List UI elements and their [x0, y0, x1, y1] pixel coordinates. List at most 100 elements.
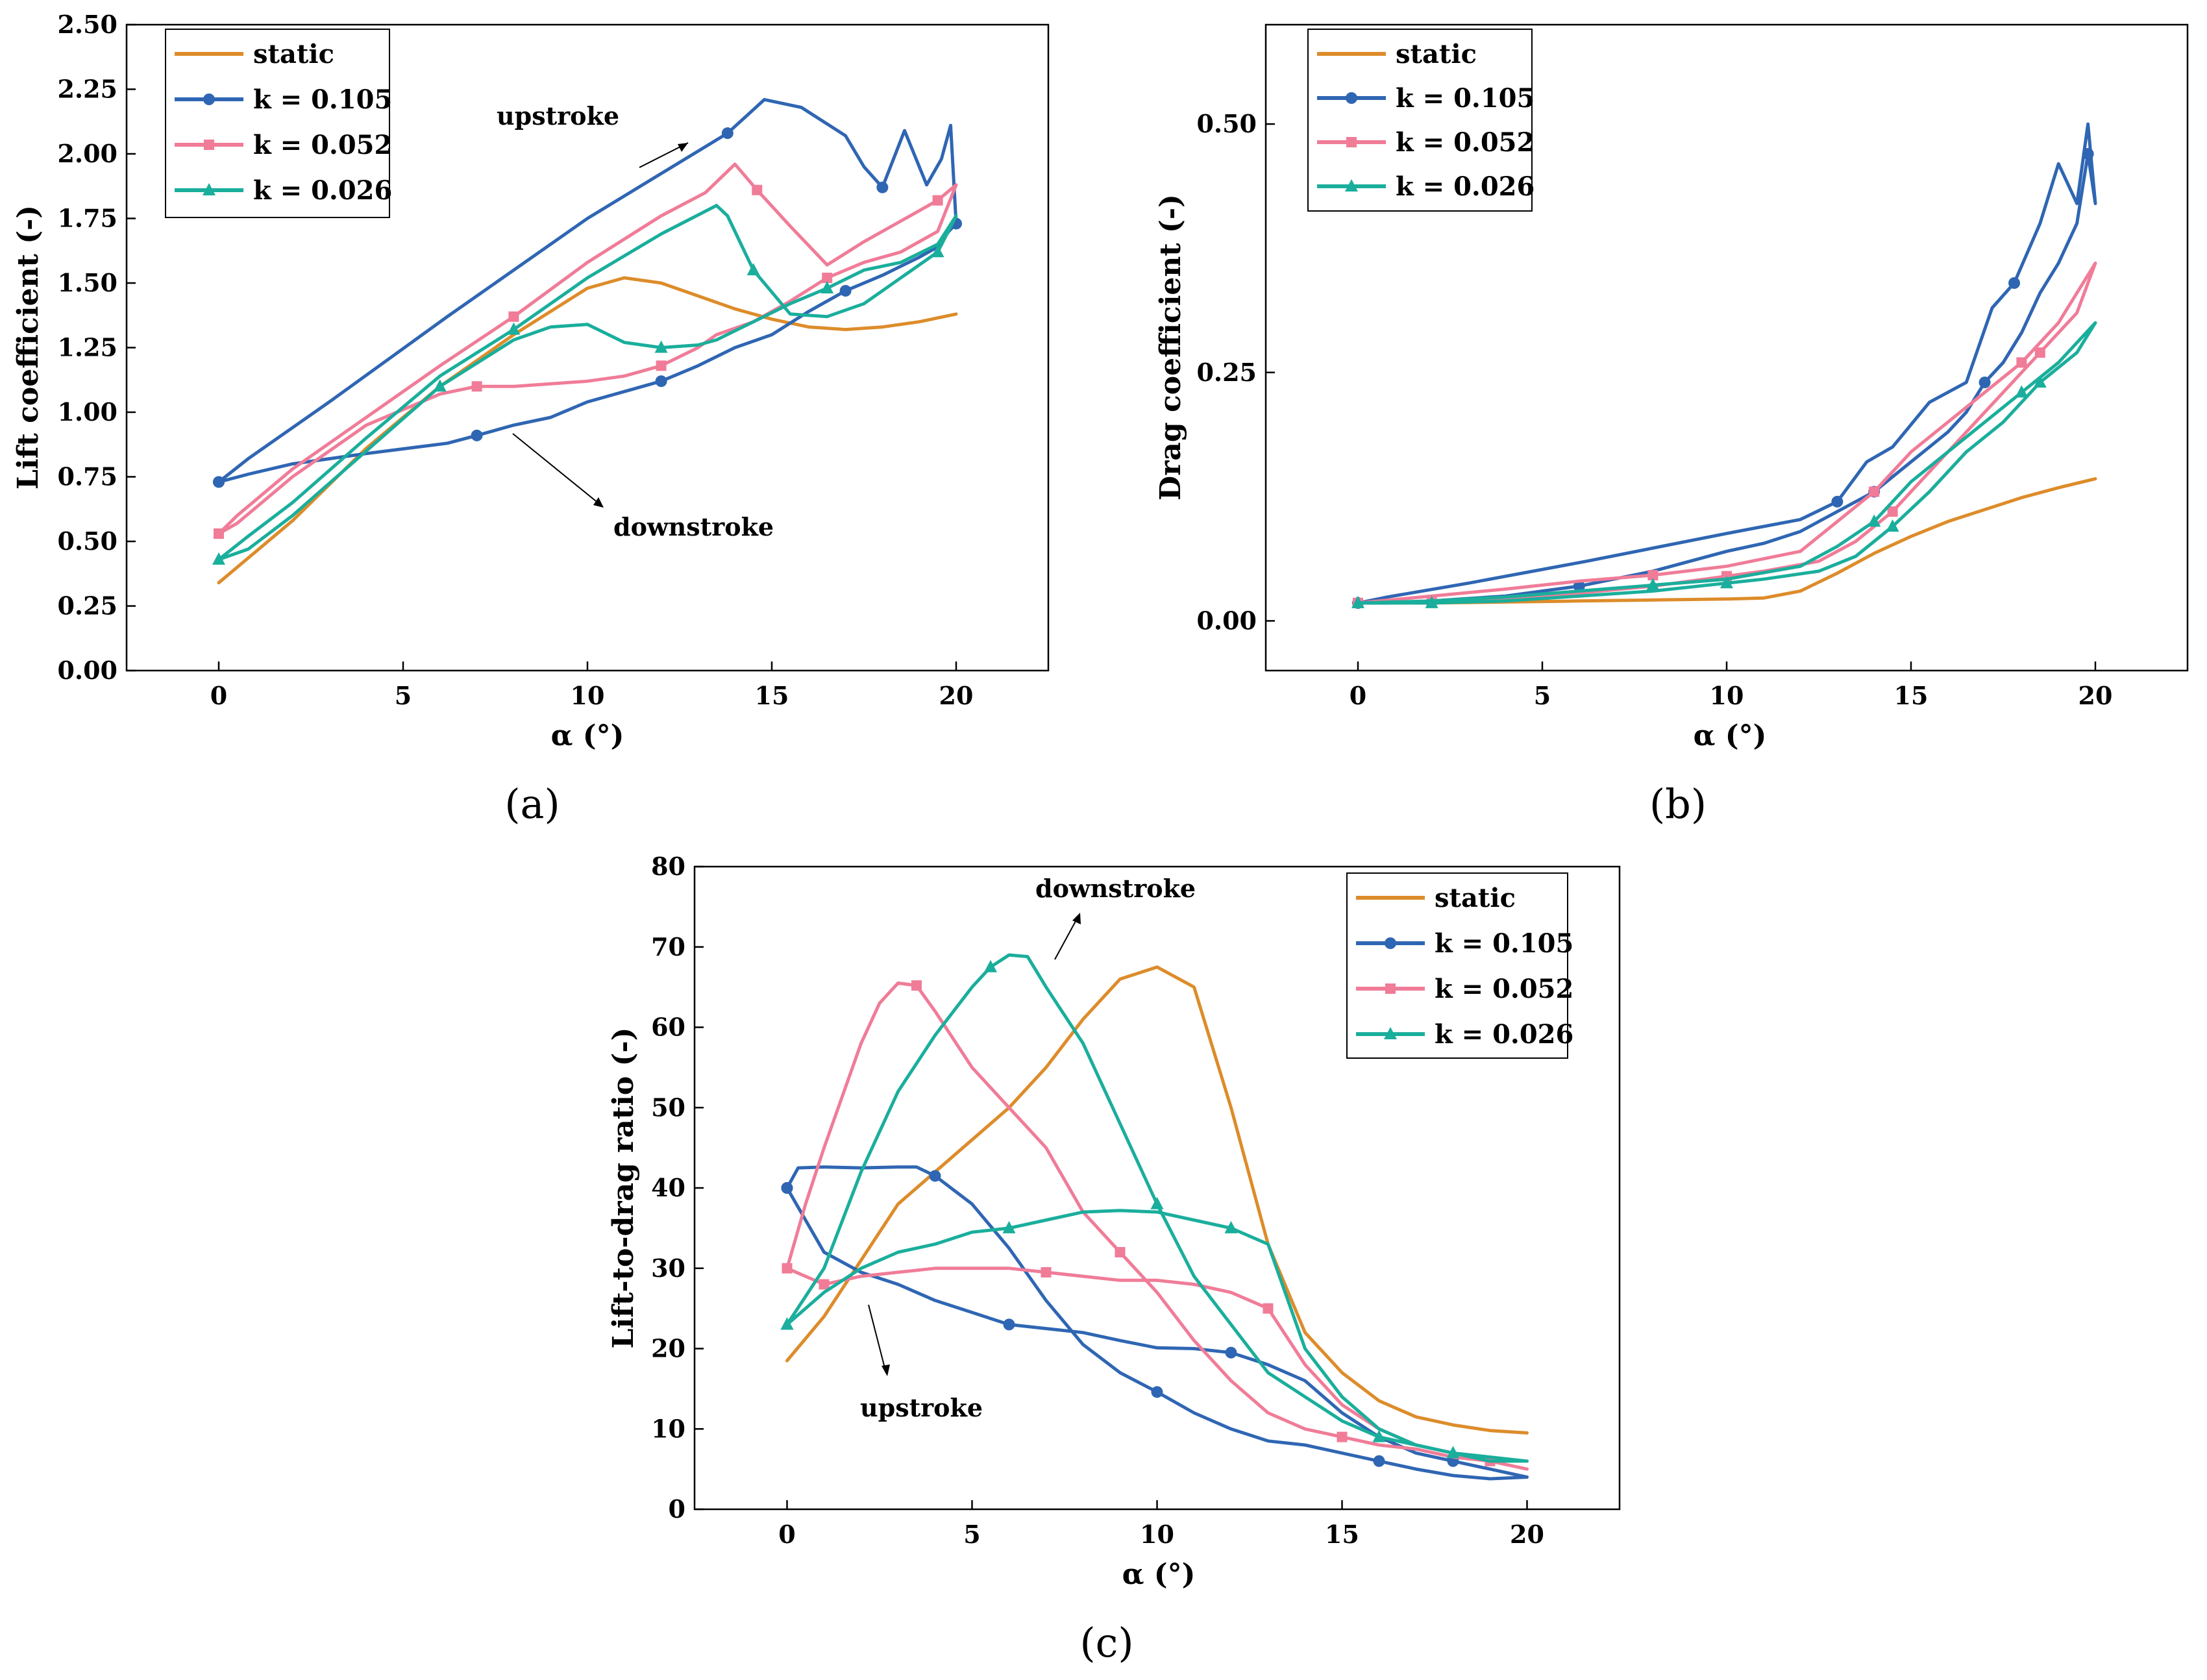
- data-point-b-2: [2016, 357, 2027, 368]
- legend-marker-c-2: [1385, 983, 1396, 994]
- x-tick-label: 15: [1894, 681, 1929, 710]
- y-tick-label: 70: [651, 932, 685, 961]
- data-point-b-3: [1720, 576, 1733, 589]
- data-point-c-1: [1225, 1346, 1237, 1359]
- x-tick-label: 5: [963, 1520, 980, 1549]
- panel-label-a: (a): [504, 780, 560, 828]
- data-point-a-1: [721, 127, 734, 140]
- arrow-upstroke-c: [868, 1304, 887, 1374]
- y-axis-title-a: Lift coefficient (-): [12, 205, 45, 489]
- annotation-upstroke-c: upstroke: [860, 1393, 983, 1422]
- data-point-c-3: [1446, 1446, 1460, 1459]
- y-tick-label: 0: [669, 1494, 685, 1524]
- legend-items-b: static k = 0.105 k = 0.052 k = 0.026: [1317, 39, 1535, 202]
- legend-items-a: static k = 0.105 k = 0.052 k = 0.026: [175, 39, 392, 206]
- ticks-b: 0 5 10 15 20 0.00 0.25 0.50: [1196, 109, 2112, 710]
- legend-label-a-3: k = 0.026: [253, 175, 392, 206]
- y-tick-label: 40: [651, 1173, 685, 1202]
- data-point-c-3: [1002, 1220, 1016, 1233]
- legend-marker-a-1: [203, 93, 215, 105]
- x-tick-label: 5: [1534, 681, 1551, 710]
- y-tick-label: 0.50: [1196, 109, 1257, 138]
- data-point-c-3: [1372, 1429, 1386, 1442]
- x-tick-label: 5: [395, 681, 412, 710]
- data-point-b-1: [1573, 580, 1585, 592]
- x-tick-label: 20: [1510, 1520, 1544, 1549]
- series-line-c-0: [785, 965, 1529, 1435]
- data-point-c-2: [911, 980, 922, 991]
- legend-label-b-0: static: [1396, 39, 1477, 69]
- legend-items-c: static k = 0.105 k = 0.052 k = 0.026: [1356, 883, 1573, 1050]
- x-tick-label: 10: [1710, 681, 1744, 710]
- legend-label-c-1: k = 0.105: [1435, 928, 1573, 959]
- y-tick-label: 2.25: [57, 75, 117, 104]
- annotation-upstroke-a: upstroke: [497, 101, 619, 130]
- panel-label-b: (b): [1649, 780, 1707, 828]
- arrowhead-downstroke-c: [1072, 913, 1081, 924]
- x-axis-title-b: α (°): [1694, 719, 1767, 752]
- y-tick-label: 0.25: [57, 591, 117, 621]
- y-tick-label: 1.00: [57, 397, 117, 426]
- x-tick-label: 20: [939, 681, 974, 710]
- data-point-a-3: [507, 322, 521, 335]
- annotation-downstroke-a: downstroke: [613, 512, 774, 541]
- data-point-b-1: [1979, 377, 1991, 389]
- panel-b: 0 5 10 15 20 0.00 0.25 0.50 static k = 0.105 k = …: [1154, 23, 2189, 828]
- legend-a: static k = 0.105 k = 0.052 k = 0.026: [165, 29, 392, 218]
- data-point-b-3: [1886, 519, 1899, 532]
- x-tick-label: 15: [1325, 1520, 1359, 1549]
- data-point-a-2: [508, 311, 519, 322]
- data-point-a-2: [932, 195, 943, 206]
- y-tick-label: 1.75: [57, 204, 117, 233]
- legend-box-a: [165, 29, 390, 218]
- y-tick-label: 30: [651, 1254, 685, 1283]
- panel-a: 0 5 10 15 20 0.00 0.25 0.50 0.75 1.00 1.25 1.50 1.75…: [12, 10, 1050, 828]
- panel-label-c: (c): [1079, 1619, 1133, 1666]
- x-tick-label: 20: [2078, 681, 2113, 710]
- data-point-a-2: [214, 528, 224, 539]
- data-point-a-2: [471, 381, 482, 392]
- y-tick-label: 0.00: [1196, 606, 1257, 635]
- data-point-a-3: [654, 340, 668, 353]
- data-point-b-1: [1831, 495, 1843, 508]
- data-point-a-1: [655, 375, 667, 388]
- legend-marker-c-1: [1385, 937, 1396, 949]
- ticks-c: 0 5 10 15 20 0 10 20 30 40 50 60 70 80: [651, 852, 1544, 1549]
- data-point-b-2: [2034, 347, 2045, 358]
- data-point-b-2: [1647, 570, 1658, 581]
- data-point-c-3: [1150, 1196, 1164, 1209]
- data-point-c-2: [1115, 1247, 1126, 1257]
- data-point-a-1: [471, 429, 483, 441]
- series-line-a-3: [217, 204, 958, 562]
- legend-label-b-1: k = 0.105: [1396, 83, 1535, 114]
- series-c: [780, 953, 1529, 1481]
- series-line-c-1: [785, 1165, 1529, 1481]
- legend-label-a-1: k = 0.105: [253, 84, 392, 115]
- data-point-b-3: [1868, 514, 1881, 527]
- legend-b: static k = 0.105 k = 0.052 k = 0.026: [1307, 29, 1535, 212]
- legend-box-c: [1346, 872, 1568, 1059]
- legend-box-b: [1307, 29, 1533, 212]
- data-point-a-1: [876, 181, 889, 193]
- series-b: [1351, 122, 2097, 609]
- y-tick-label: 1.25: [57, 333, 117, 362]
- series-line-c-3: [785, 953, 1529, 1463]
- legend-label-c-0: static: [1435, 883, 1516, 913]
- data-point-a-1: [213, 476, 225, 488]
- y-tick-label: 2.50: [57, 10, 117, 39]
- series-line-c-2: [785, 981, 1529, 1471]
- data-point-c-1: [1151, 1386, 1163, 1398]
- y-tick-label: 20: [651, 1334, 685, 1363]
- y-tick-label: 0.50: [57, 526, 117, 556]
- data-point-b-3: [2015, 385, 2028, 398]
- x-tick-label: 10: [571, 681, 605, 710]
- x-axis-title-a: α (°): [551, 719, 624, 752]
- y-tick-label: 60: [651, 1013, 685, 1042]
- series-line-b-0: [1356, 477, 2097, 605]
- arrowhead-upstroke-c: [882, 1365, 890, 1376]
- data-point-a-2: [656, 360, 667, 371]
- legend-label-a-0: static: [253, 39, 334, 69]
- data-point-c-1: [781, 1182, 793, 1194]
- legend-marker-a-3: [203, 183, 216, 195]
